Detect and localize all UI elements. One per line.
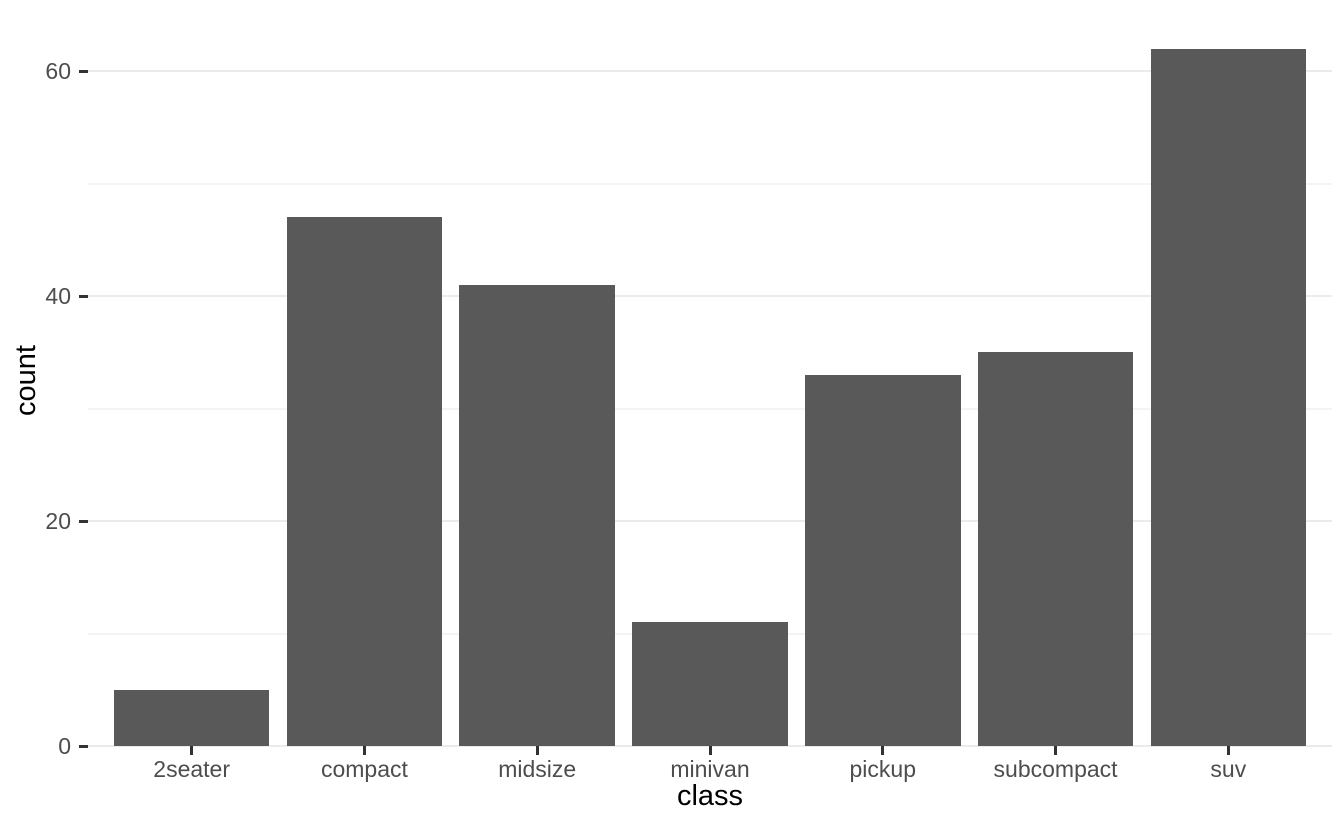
y-tick-label-0: 0 [58,732,71,759]
chart-panel [88,15,1332,747]
y-tick-20 [79,519,88,523]
x-axis-title-box: class [88,782,1332,811]
gridline-minor-50 [88,182,1332,185]
y-tick-40 [79,294,88,298]
x-tick-label-midsize: midsize [498,756,577,782]
x-tick-label-suv: suv [1210,756,1247,782]
x-tick-minivan [708,746,712,755]
x-tick-label-compact: compact [320,756,408,782]
y-tick-0 [79,744,88,748]
y-tick-label-20: 20 [45,507,71,534]
x-tick-compact [362,746,366,755]
bar-suv [1150,48,1307,746]
y-axis-title-box: count [6,15,46,746]
x-tick-label-pickup: pickup [849,756,916,782]
bar-midsize [459,284,615,746]
x-tick-2seater [190,746,194,755]
bar-2seater [113,689,270,746]
x-tick-label-minivan: minivan [670,756,750,782]
y-tick-60 [79,69,88,73]
y-tick-label-60: 60 [45,57,71,84]
x-tick-pickup [881,746,885,755]
y-tick-label-40: 40 [45,282,71,309]
gridline-major-60 [88,70,1332,73]
gridline-major-40 [88,295,1332,298]
bar-minivan [632,622,788,746]
x-tick-label-subcompact: subcompact [993,756,1118,782]
x-tick-subcompact [1054,746,1058,755]
x-tick-suv [1226,746,1230,755]
x-tick-label-2seater: 2seater [153,756,231,782]
gridline-major-20 [88,520,1332,523]
gridline-minor-30 [88,407,1332,410]
bar-subcompact [977,352,1134,746]
x-axis-title: class [676,780,744,812]
x-tick-midsize [535,746,539,755]
bar-compact [286,217,443,746]
y-axis-title: count [9,345,42,416]
bar-pickup [805,374,961,746]
